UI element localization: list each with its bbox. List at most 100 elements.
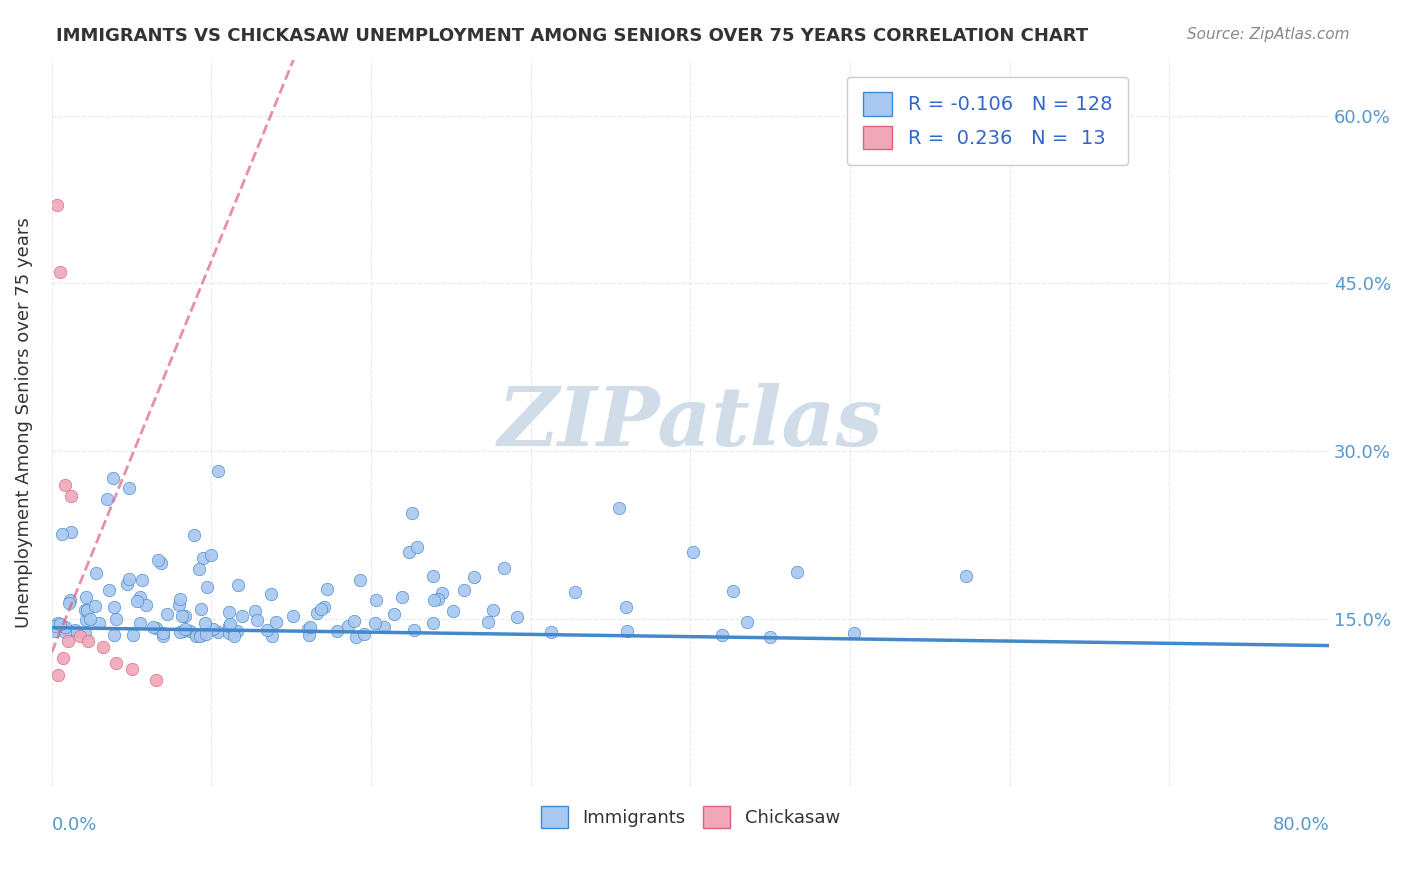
Point bbox=[453, 582, 475, 597]
Point bbox=[735, 615, 758, 629]
Point bbox=[169, 599, 191, 613]
Point bbox=[122, 628, 145, 642]
Point bbox=[260, 628, 283, 642]
Point bbox=[44, 624, 66, 638]
Point bbox=[422, 568, 444, 582]
Point bbox=[682, 545, 704, 559]
Point bbox=[492, 561, 515, 575]
Point bbox=[98, 582, 121, 597]
Point bbox=[187, 562, 209, 576]
Point bbox=[118, 481, 141, 495]
Text: 80.0%: 80.0% bbox=[1272, 816, 1329, 834]
Point bbox=[607, 500, 630, 515]
Text: 0.0%: 0.0% bbox=[52, 816, 97, 834]
Point bbox=[155, 607, 177, 622]
Text: Source: ZipAtlas.com: Source: ZipAtlas.com bbox=[1187, 27, 1350, 42]
Point bbox=[179, 624, 201, 639]
Point bbox=[44, 619, 66, 633]
Point bbox=[195, 627, 218, 641]
Point bbox=[344, 630, 367, 644]
Point bbox=[135, 598, 157, 612]
Point bbox=[51, 527, 73, 541]
Point bbox=[184, 628, 207, 642]
Point bbox=[218, 619, 240, 633]
Text: IMMIGRANTS VS CHICKASAW UNEMPLOYMENT AMONG SENIORS OVER 75 YEARS CORRELATION CHA: IMMIGRANTS VS CHICKASAW UNEMPLOYMENT AMO… bbox=[56, 27, 1088, 45]
Point bbox=[226, 624, 249, 638]
Y-axis label: Unemployment Among Seniors over 75 years: Unemployment Among Seniors over 75 years bbox=[15, 218, 32, 629]
Point bbox=[104, 657, 127, 671]
Point bbox=[614, 599, 637, 614]
Point bbox=[195, 580, 218, 594]
Legend: Immigrants, Chickasaw: Immigrants, Chickasaw bbox=[533, 799, 848, 836]
Point bbox=[391, 591, 413, 605]
Point bbox=[430, 585, 453, 599]
Point bbox=[183, 528, 205, 542]
Point bbox=[59, 593, 82, 607]
Point bbox=[84, 566, 107, 580]
Point bbox=[315, 582, 337, 596]
Point bbox=[101, 471, 124, 485]
Point bbox=[103, 599, 125, 614]
Point bbox=[75, 590, 97, 604]
Point bbox=[146, 553, 169, 567]
Point bbox=[422, 592, 444, 607]
Point bbox=[169, 592, 191, 607]
Point bbox=[75, 603, 97, 617]
Point bbox=[59, 525, 82, 540]
Point bbox=[336, 619, 359, 633]
Point bbox=[786, 565, 808, 579]
Point bbox=[174, 622, 197, 636]
Point bbox=[186, 629, 208, 643]
Point bbox=[190, 628, 212, 642]
Point bbox=[53, 477, 76, 491]
Text: ZIPatlas: ZIPatlas bbox=[498, 383, 883, 463]
Point bbox=[349, 573, 371, 587]
Point bbox=[844, 626, 866, 640]
Point bbox=[63, 623, 86, 637]
Point bbox=[207, 624, 229, 639]
Point bbox=[52, 651, 75, 665]
Point bbox=[194, 616, 217, 631]
Point bbox=[364, 616, 387, 631]
Point bbox=[91, 640, 114, 654]
Point bbox=[145, 621, 167, 635]
Point bbox=[191, 550, 214, 565]
Point bbox=[222, 629, 245, 643]
Point bbox=[264, 615, 287, 629]
Point bbox=[218, 616, 240, 631]
Point bbox=[260, 587, 283, 601]
Point bbox=[152, 629, 174, 643]
Point bbox=[89, 616, 111, 631]
Point bbox=[121, 662, 143, 676]
Point bbox=[326, 624, 349, 639]
Point bbox=[759, 630, 782, 644]
Point bbox=[77, 634, 100, 648]
Point bbox=[56, 624, 79, 638]
Point bbox=[382, 607, 405, 621]
Point bbox=[115, 577, 138, 591]
Point bbox=[955, 569, 977, 583]
Point bbox=[245, 613, 267, 627]
Point bbox=[149, 557, 172, 571]
Point bbox=[56, 634, 79, 648]
Point bbox=[141, 620, 163, 634]
Point bbox=[373, 620, 395, 634]
Point bbox=[76, 603, 98, 617]
Point bbox=[245, 604, 267, 618]
Point bbox=[129, 591, 152, 605]
Point bbox=[172, 609, 194, 624]
Point bbox=[188, 629, 211, 643]
Point bbox=[96, 491, 118, 506]
Point bbox=[129, 616, 152, 631]
Point bbox=[59, 489, 82, 503]
Point bbox=[564, 585, 586, 599]
Point bbox=[426, 591, 449, 606]
Point bbox=[281, 609, 304, 624]
Point bbox=[218, 605, 240, 619]
Point bbox=[46, 615, 69, 630]
Point bbox=[312, 600, 335, 615]
Point bbox=[463, 570, 485, 584]
Point bbox=[231, 609, 253, 624]
Point bbox=[190, 602, 212, 616]
Point bbox=[48, 265, 70, 279]
